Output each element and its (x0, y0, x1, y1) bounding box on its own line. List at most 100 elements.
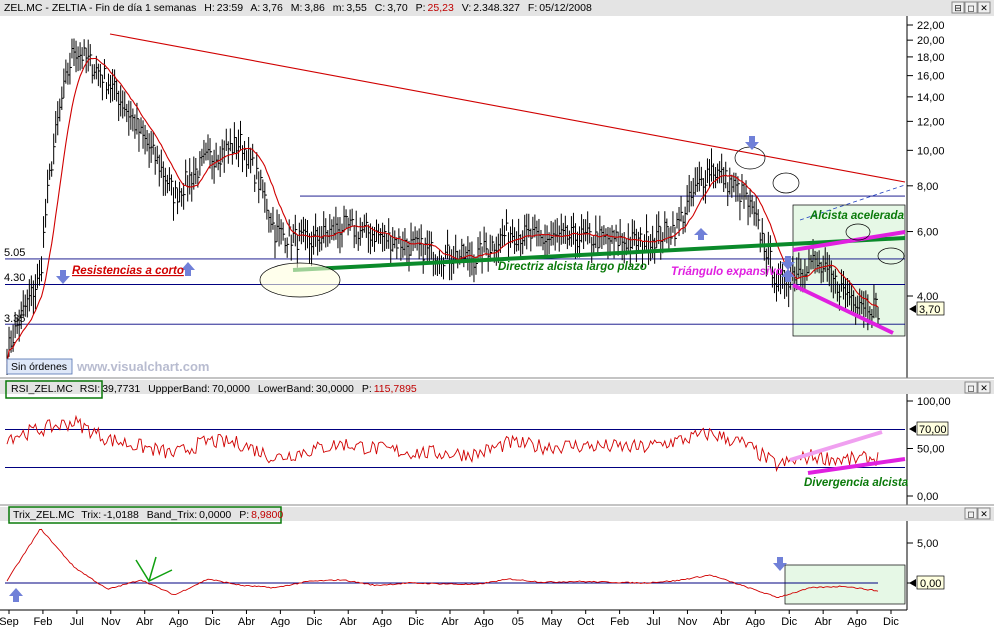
level-label-430: 4.30 (4, 272, 25, 284)
trix-header-bar (0, 507, 994, 521)
annotation-directriz: Directriz alcista largo plazo (498, 261, 647, 273)
rsi-name-box (5, 380, 103, 399)
x-tick-label: Abr (238, 616, 255, 627)
price-tick-label: 18,00 (917, 52, 945, 64)
marker-arrows (56, 136, 795, 284)
x-tick-label: Ago (474, 616, 494, 627)
trix-close-icon: ✕ (980, 509, 988, 519)
x-tick-label: May (541, 616, 562, 627)
price-tick-label: 6,00 (917, 227, 938, 239)
x-tick-label: Abr (815, 616, 832, 627)
price-tick-label: 10,00 (917, 145, 945, 157)
highlight-box-trix (784, 564, 906, 605)
secondary-peak-ellipse (772, 172, 800, 194)
x-tick-label: 05 (512, 616, 524, 627)
last-price-marker (916, 301, 945, 316)
trix-close-button[interactable] (977, 507, 991, 520)
check-mark-icon (135, 556, 173, 582)
rsi-band-marker-value: 70,00 (919, 424, 947, 436)
x-tick-label: Nov (678, 616, 698, 627)
window-controls: ⊟ ◻ ✕ (951, 1, 991, 14)
maximize-button[interactable] (964, 1, 978, 14)
trix-maximize-icon: ◻ (967, 509, 974, 519)
rsi-header-bar (0, 380, 994, 394)
price-tick-label: 4,00 (917, 291, 938, 303)
x-tick-label: Oct (577, 616, 594, 627)
price-axis-ticks: 22,00 20,00 18,00 16,00 14,00 12,00 10,00 8,00 6… (907, 20, 945, 303)
annotation-resistencias: Resistencias a corto (72, 265, 184, 277)
x-tick-label: Dic (408, 616, 424, 627)
x-tick-label: Feb (33, 616, 52, 627)
arrow-down-icon (56, 270, 70, 284)
price-tick-label: 12,00 (917, 116, 945, 128)
trix-line (6, 528, 879, 598)
minimize-button[interactable] (951, 1, 965, 14)
annotation-triangulo: Triángulo expansivo (671, 266, 783, 278)
trix-marker-pointer-icon (909, 579, 916, 587)
breakout-ellipse (845, 223, 871, 241)
arrow-up-icon (181, 262, 195, 276)
trix-maximize-button[interactable] (964, 507, 978, 520)
x-tick-label: Ago (271, 616, 291, 627)
rsi-maximize-icon: ◻ (967, 383, 974, 393)
x-tick-label: Abr (441, 616, 458, 627)
x-tick-label: Ago (746, 616, 766, 627)
sin-ordenes-button[interactable] (6, 358, 73, 375)
rsi-tick-label: 0,00 (917, 491, 938, 503)
level-lines (5, 195, 905, 325)
close-icon: ✕ (980, 3, 988, 13)
price-tick-label: 20,00 (917, 35, 945, 47)
annotation-divergencia: Divergencia alcista (804, 477, 909, 489)
trix-window-controls: ◻ ✕ (964, 507, 991, 520)
main-header-text: ZEL.MC - ZELTIA - Fin de día 1 semanas H… (4, 2, 592, 14)
x-tick-label: Nov (101, 616, 121, 627)
maximize-icon: ◻ (967, 3, 974, 13)
trix-band-marker (916, 575, 945, 590)
price-bars (6, 38, 880, 375)
trix-band-marker-value: 0,00 (920, 578, 941, 590)
last-price-pointer-icon (909, 305, 916, 313)
price-tick-label: 22,00 (917, 20, 945, 32)
right-ellipse (877, 247, 905, 265)
x-axis-strip (0, 610, 994, 627)
rsi-line (6, 414, 879, 473)
x-tick-label: Dic (205, 616, 221, 627)
resistance-trendline (109, 33, 906, 183)
sin-ordenes-label: Sin órdenes (11, 361, 67, 373)
rsi-close-button[interactable] (977, 381, 991, 394)
arrow-up-icon (694, 228, 708, 240)
x-axis-ticks: Sep Feb Jul Nov Abr Ago Dic Abr Ago Dic Abr Ago Dic A… (0, 610, 899, 628)
main-header-bar (0, 0, 994, 16)
trix-name-box (8, 506, 282, 524)
triangle-upper-line (792, 230, 906, 252)
rsi-axis-ticks: 100,00 50,00 0,00 (907, 396, 951, 503)
highlight-box-main (792, 204, 906, 337)
x-tick-label: Ago (847, 616, 867, 627)
moving-average-line (6, 57, 879, 365)
rsi-divergence-upper (789, 430, 883, 462)
arrow-up-icon (781, 269, 795, 282)
trix-tick-label: 5,00 (917, 538, 938, 550)
trix-header-text: Trix_ZEL.MC Trix: -1,0188 Band_Trix: 0,000… (13, 509, 283, 521)
x-tick-label: Dic (883, 616, 899, 627)
rsi-header-text: RSI_ZEL.MC RSI: 39,7731 UppperBand: 70,000… (11, 383, 417, 395)
close-button[interactable] (977, 1, 991, 14)
x-tick-label: Jul (647, 616, 661, 627)
rsi-divergence-lower (807, 457, 906, 475)
triangle-lower-line (792, 283, 894, 335)
price-tick-label: 8,00 (917, 181, 938, 193)
x-tick-label: Ago (372, 616, 392, 627)
price-tick-label: 16,00 (917, 71, 945, 83)
arrow-down-icon (781, 256, 795, 270)
x-tick-label: Dic (781, 616, 797, 627)
watermark: www.visualchart.com (76, 359, 209, 374)
arrow-down-icon (745, 136, 759, 150)
rsi-tick-label: 100,00 (917, 396, 951, 408)
annotation-alcista-acelerada: Alcista acelerada (809, 210, 905, 222)
rsi-maximize-button[interactable] (964, 381, 978, 394)
rsi-window-controls: ◻ ✕ (964, 381, 991, 394)
x-tick-label: Sep (0, 616, 19, 627)
x-tick-label: Feb (610, 616, 629, 627)
